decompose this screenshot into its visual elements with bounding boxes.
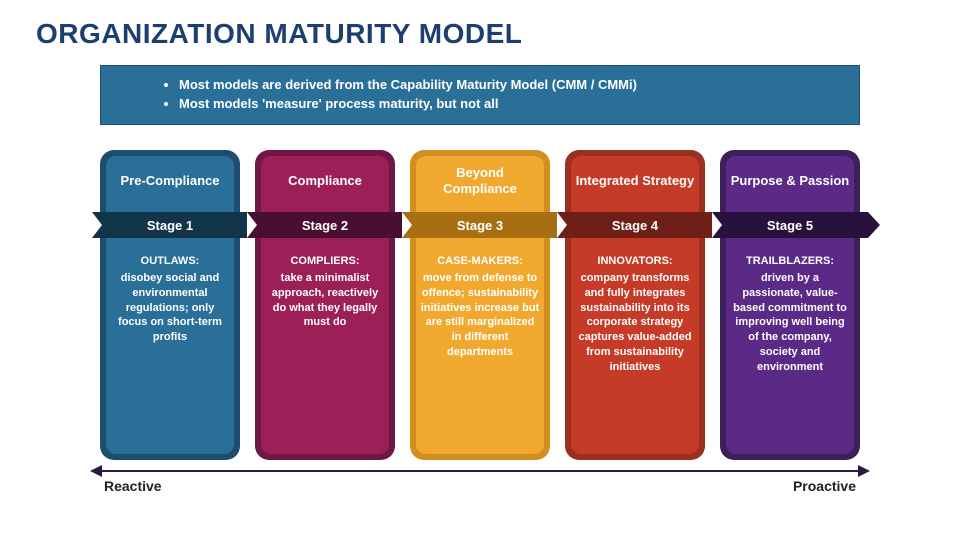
card-desc: company transforms and fully integrates … — [578, 272, 691, 373]
header-bullets: Most models are derived from the Capabil… — [161, 75, 829, 115]
stage-label: Stage 5 — [767, 218, 813, 233]
card-role: COMPLIERS: — [265, 254, 385, 269]
stage-label: Stage 1 — [147, 218, 193, 233]
header-box: Most models are derived from the Capabil… — [100, 65, 860, 125]
card-desc: move from defense to offence; sustainabi… — [421, 272, 540, 358]
card-desc: take a minimalist approach, reactively d… — [272, 272, 378, 329]
stage-band: Stage 4 — [557, 212, 713, 238]
card-role: INNOVATORS: — [575, 254, 695, 269]
card-role: OUTLAWS: — [110, 254, 230, 269]
card-desc: disobey social and environmental regulat… — [118, 272, 222, 343]
card-role: CASE-MAKERS: — [420, 254, 540, 269]
stage-band: Stage 1 — [92, 212, 248, 238]
chevron-notch-icon — [402, 212, 412, 238]
page-title: ORGANIZATION MATURITY MODEL — [36, 18, 522, 50]
spectrum-line — [100, 470, 860, 472]
stage-band: Stage 5 — [712, 212, 868, 238]
header-bullet: Most models 'measure' process maturity, … — [179, 96, 829, 113]
card-title: Purpose & Passion — [723, 150, 857, 212]
card-beyond-compliance: Beyond Compliance Stage 3 CASE-MAKERS: m… — [410, 150, 550, 460]
card-desc: driven by a passionate, value-based comm… — [733, 272, 847, 373]
card-pre-compliance: Pre-Compliance Stage 1 OUTLAWS: disobey … — [100, 150, 240, 460]
card-body: TRAILBLAZERS: driven by a passionate, va… — [720, 248, 860, 385]
arrow-right-icon — [858, 465, 870, 477]
maturity-cards: Pre-Compliance Stage 1 OUTLAWS: disobey … — [100, 150, 860, 460]
card-title: Compliance — [280, 150, 370, 212]
card-role: TRAILBLAZERS: — [730, 254, 850, 269]
card-integrated-strategy: Integrated Strategy Stage 4 INNOVATORS: … — [565, 150, 705, 460]
arrow-left-icon — [90, 465, 102, 477]
card-body: COMPLIERS: take a minimalist approach, r… — [255, 248, 395, 340]
spectrum-label-left: Reactive — [104, 478, 162, 494]
header-bullet: Most models are derived from the Capabil… — [179, 77, 829, 94]
chevron-notch-icon — [557, 212, 567, 238]
card-compliance: Compliance Stage 2 COMPLIERS: take a min… — [255, 150, 395, 460]
spectrum-label-right: Proactive — [793, 478, 856, 494]
card-purpose-passion: Purpose & Passion Stage 5 TRAILBLAZERS: … — [720, 150, 860, 460]
stage-label: Stage 3 — [457, 218, 503, 233]
stage-label: Stage 4 — [612, 218, 658, 233]
card-body: INNOVATORS: company transforms and fully… — [565, 248, 705, 385]
chevron-notch-icon — [92, 212, 102, 238]
stage-label: Stage 2 — [302, 218, 348, 233]
card-title: Pre-Compliance — [113, 150, 228, 212]
card-title: Integrated Strategy — [568, 150, 702, 212]
stage-band: Stage 2 — [247, 212, 403, 238]
card-body: CASE-MAKERS: move from defense to offenc… — [410, 248, 550, 370]
card-title: Beyond Compliance — [410, 150, 550, 212]
chevron-notch-icon — [247, 212, 257, 238]
card-body: OUTLAWS: disobey social and environmenta… — [100, 248, 240, 355]
stage-band: Stage 3 — [402, 212, 558, 238]
chevron-notch-icon — [712, 212, 722, 238]
